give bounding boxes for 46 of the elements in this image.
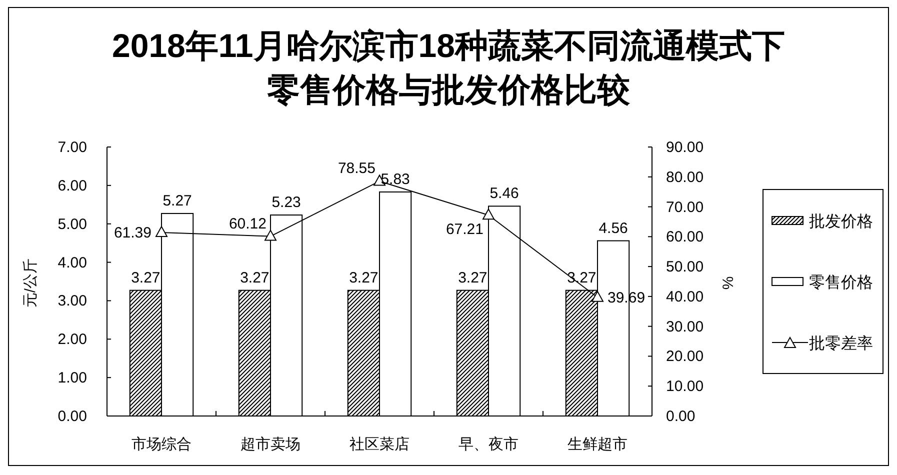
y-tick-label: 2.00 [58, 331, 87, 348]
y-tick-label: 4.00 [58, 254, 87, 272]
y2-tick-label: 60.00 [666, 228, 704, 246]
data-label: 61.39 [114, 224, 152, 242]
y2-tick-label: 40.00 [666, 288, 704, 306]
y-tick-label: 5.00 [58, 216, 87, 233]
data-label: 3.27 [458, 269, 488, 286]
y2-tick-label: 0.00 [666, 408, 696, 425]
y2-tick-label: 70.00 [666, 198, 704, 216]
data-label: 67.21 [446, 221, 484, 238]
y-tick-label: 6.00 [58, 177, 87, 194]
y2-tick-label: 80.00 [666, 168, 704, 186]
data-label: 5.27 [162, 192, 192, 210]
y2-tick-label: 30.00 [666, 318, 704, 336]
y2-tick-label: 50.00 [666, 258, 704, 276]
data-label: 3.27 [349, 269, 378, 286]
data-label: 78.55 [338, 160, 376, 178]
data-label: 60.12 [228, 215, 266, 232]
y2-tick-label: 10.00 [666, 378, 704, 396]
point [592, 290, 604, 302]
title: 2018年11月哈尔滨市18种蔬菜不同流通模式下零售价格与批发价格比较 [112, 27, 785, 108]
y-tick-label: 1.00 [58, 370, 87, 387]
x-tick-label: 生鲜超市 [568, 436, 628, 453]
y-axis-title: 元/公斤 [22, 258, 39, 308]
legend-label: 批发价格 [809, 214, 873, 230]
data-label: 5.83 [380, 170, 410, 188]
data-label: 5.46 [490, 185, 519, 202]
point [264, 230, 276, 241]
y2-axis-title: % [720, 276, 737, 290]
x-tick-label: 市场综合 [132, 436, 192, 453]
y-tick-label: 0.00 [58, 408, 87, 425]
x-tick-label: 早、夜市 [458, 436, 518, 453]
data-label: 3.27 [240, 269, 270, 286]
y-tick-label: 7.00 [58, 139, 87, 156]
y2-tick-label: 90.00 [666, 139, 704, 156]
point [482, 208, 494, 220]
y2-tick-label: 20.00 [666, 348, 704, 366]
legend-label: 零售价格 [809, 274, 873, 292]
data-label: 3.27 [131, 269, 160, 286]
data-label: 4.56 [598, 220, 628, 237]
x-tick-label: 社区菜店 [350, 436, 410, 453]
legend-label: 批零差率 [809, 334, 873, 352]
y-tick-label: 3.00 [58, 292, 87, 310]
x-tick-label: 超市卖场 [240, 436, 300, 453]
point [156, 226, 168, 238]
data-label: 5.23 [272, 194, 301, 212]
